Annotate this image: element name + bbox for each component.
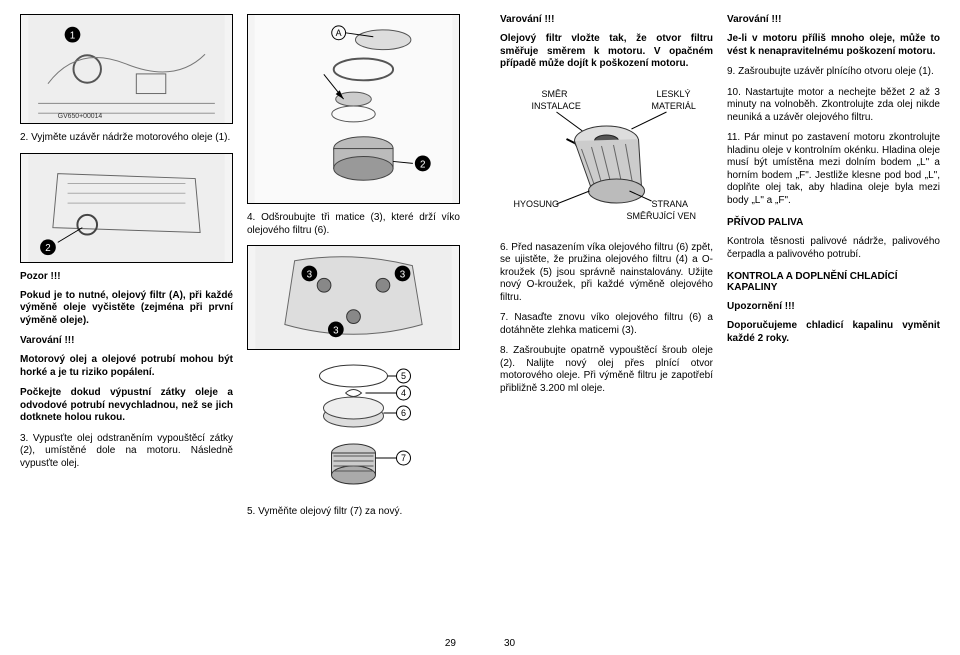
step-9: 9. Zašroubujte uzávěr plnícího otvoru ol… xyxy=(727,66,940,79)
figure-filter-orientation: SMĚR INSTALACE LESKLÝ MATERIÁL xyxy=(500,79,713,234)
label-smer: SMĚR xyxy=(542,89,569,99)
svg-text:A: A xyxy=(336,28,342,38)
label-strana: STRANA xyxy=(652,199,689,209)
left-col-2: A 2 xyxy=(247,14,460,647)
svg-text:1: 1 xyxy=(70,31,75,42)
svg-text:3: 3 xyxy=(307,269,313,280)
svg-text:2: 2 xyxy=(45,243,50,254)
upozorneni-body: Doporučujeme chladicí kapalinu vyměnit k… xyxy=(727,320,940,345)
step-5: 5. Vyměňte olejový filtr (7) za nový. xyxy=(247,506,460,519)
figure-engine-top: 1 GV650+00014 xyxy=(20,14,233,124)
page-left-columns: 1 GV650+00014 2. Vyjměte uzávěr nádrže m… xyxy=(20,14,460,647)
coolant-heading: KONTROLA A DOPLNĚNÍ CHLADÍCÍ KAPALINY xyxy=(727,271,940,293)
pozor-body: Pokud je to nutné, olejový filtr (A), př… xyxy=(20,290,233,328)
svg-text:3: 3 xyxy=(400,269,406,280)
svg-text:5: 5 xyxy=(401,371,406,381)
page-right-columns: Varování !!! Olejový filtr vložte tak, ž… xyxy=(500,14,940,647)
figure-parts-numbered: 5 4 6 7 xyxy=(247,358,460,498)
svg-text:4: 4 xyxy=(401,388,406,398)
step-3: 3. Vypusťte olej odstraněním vypouštěcí … xyxy=(20,433,233,471)
upozorneni-heading: Upozornění !!! xyxy=(727,301,940,312)
figure-drain-plug: 2 xyxy=(20,153,233,263)
fuel-heading: PŘÍVOD PALIVA xyxy=(727,217,940,228)
svg-text:7: 7 xyxy=(401,453,406,463)
step-8: 8. Zašroubujte opatrně vypouštěcí šroub … xyxy=(500,345,713,395)
step-10: 10. Nastartujte motor a nechejte běžet 2… xyxy=(727,87,940,125)
varovani1-body2: Počkejte dokud výpustní zátky oleje a od… xyxy=(20,387,233,425)
figure-three-nuts: 3 3 3 xyxy=(247,245,460,350)
svg-text:3: 3 xyxy=(333,325,339,336)
varovani3-body: Je-li v motoru příliš mnoho oleje, může … xyxy=(727,33,940,58)
step-11: 11. Pár minut po zastavení motoru zkontr… xyxy=(727,132,940,207)
spread: 1 GV650+00014 2. Vyjměte uzávěr nádrže m… xyxy=(0,0,960,655)
page-number-right: 30 xyxy=(504,638,515,649)
svg-text:2: 2 xyxy=(420,159,426,170)
svg-text:GV650+00014: GV650+00014 xyxy=(58,113,103,120)
step-4: 4. Odšroubujte tři matice (3), které drž… xyxy=(247,212,460,237)
label-instalace: INSTALACE xyxy=(532,101,581,111)
step-2: 2. Vyjměte uzávěr nádrže motorového olej… xyxy=(20,132,233,145)
right-col-2: Varování !!! Je-li v motoru příliš mnoho… xyxy=(727,14,940,647)
step-7: 7. Nasaďte znovu víko olejového filtru (… xyxy=(500,312,713,337)
label-smerujici: SMĚŘUJÍCÍ VEN xyxy=(627,211,697,221)
page-number-left: 29 xyxy=(445,638,456,649)
label-hyosung: HYOSUNG xyxy=(514,199,560,209)
pozor-heading: Pozor !!! xyxy=(20,271,233,282)
varovani1-heading: Varování !!! xyxy=(20,335,233,346)
figure-filter-exploded: A 2 xyxy=(247,14,460,204)
page-left: 1 GV650+00014 2. Vyjměte uzávěr nádrže m… xyxy=(0,0,480,655)
varovani2-body: Olejový filtr vložte tak, že otvor filtr… xyxy=(500,33,713,71)
label-leskly: LESKLÝ xyxy=(657,89,691,99)
step-6: 6. Před nasazením víka olejového filtru … xyxy=(500,242,713,305)
label-material: MATERIÁL xyxy=(652,101,696,111)
varovani3-heading: Varování !!! xyxy=(727,14,940,25)
svg-text:6: 6 xyxy=(401,408,406,418)
left-col-1: 1 GV650+00014 2. Vyjměte uzávěr nádrže m… xyxy=(20,14,233,647)
page-right: Varování !!! Olejový filtr vložte tak, ž… xyxy=(480,0,960,655)
varovani2-heading: Varování !!! xyxy=(500,14,713,25)
fuel-body: Kontrola těsnosti palivové nádrže, paliv… xyxy=(727,236,940,261)
varovani1-body: Motorový olej a olejové potrubí mohou bý… xyxy=(20,354,233,379)
right-col-1: Varování !!! Olejový filtr vložte tak, ž… xyxy=(500,14,713,647)
